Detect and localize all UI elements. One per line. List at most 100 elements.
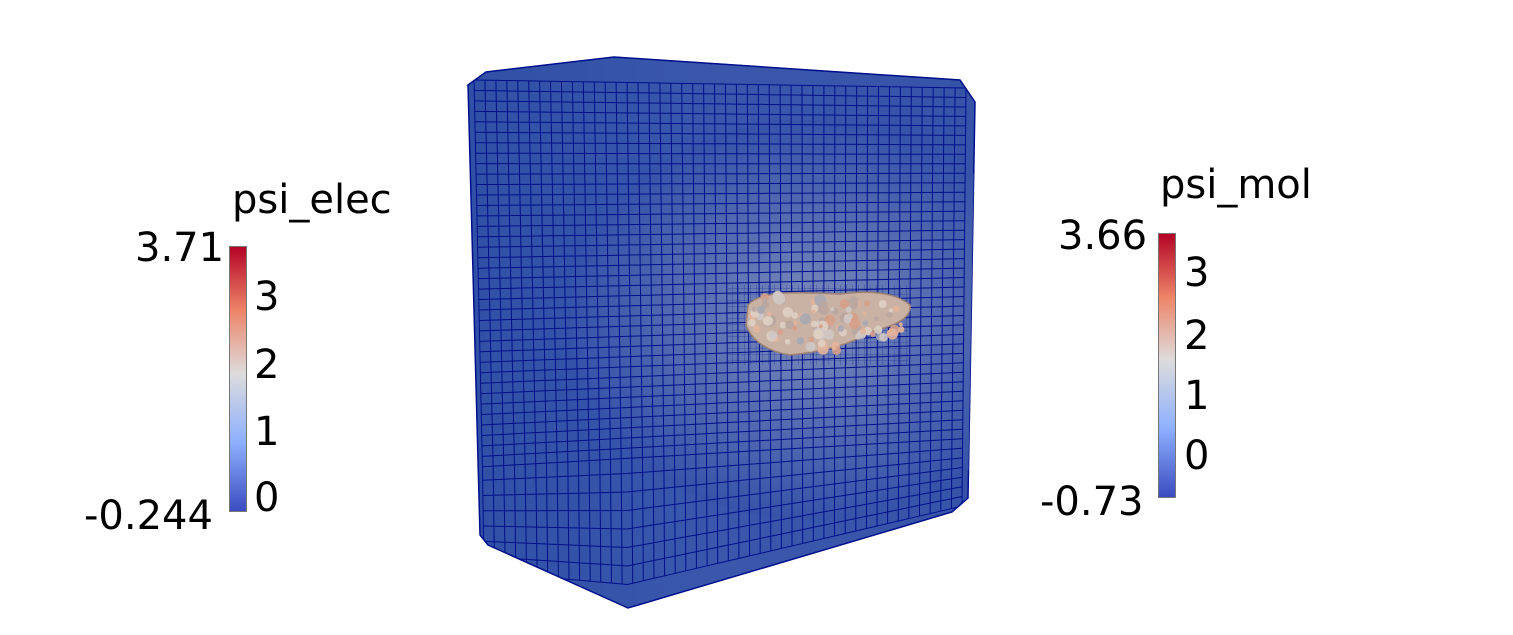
molecule-atom [811,309,816,314]
molecule-atom [811,320,818,328]
mesh-grid-line [482,428,963,457]
molecule-atom [813,329,824,340]
mesh-grid-line [483,505,963,586]
molecule-atom [862,320,869,326]
molecule-atom [879,333,888,342]
molecule-atom [831,345,837,351]
mesh-grid-line [477,229,965,238]
molecule-atom [864,300,871,307]
mesh-grid-line [483,476,963,530]
mesh-grid-line [483,467,963,512]
molecule-atom [768,331,778,341]
molecule-atom [818,324,823,329]
mesh-grid-line [480,362,964,384]
mesh-grid-line [483,486,963,549]
molecule-atom [808,336,815,343]
right-colorbar-tick: 2 [1184,313,1210,359]
molecule-atom [762,317,770,325]
left-colorbar-title: psi_elec [232,177,392,223]
right-colorbar-min: -0.73 [1040,479,1144,525]
mesh-grid-line [474,100,966,108]
molecule-atom [777,329,784,336]
mesh-grid-line [482,438,963,468]
mesh-grid-line [475,142,966,146]
molecule-atom [799,313,811,325]
molecule-atom [791,312,799,319]
molecule-atom [767,311,772,317]
mesh-grid-line [478,267,965,280]
mesh-grid-line [474,110,966,117]
molecule-atom [839,299,849,309]
molecule-atom [845,306,852,313]
mesh-grid-line [477,248,965,259]
left-colorbar-max: 3.71 [135,225,225,271]
mesh-grid-line [478,258,965,269]
molecule-atom [817,339,826,348]
mesh-grid-line [476,182,966,185]
mesh-grid-line [481,419,963,447]
molecule-atom [772,290,784,302]
molecule-atom [849,299,859,310]
right-colorbar-tick: 1 [1184,373,1210,419]
left-colorbar [229,246,247,512]
molecule-atom [862,311,867,316]
molecule-atom [874,325,883,334]
right-colorbar [1158,233,1176,498]
molecule-atom [897,326,905,333]
molecule-surface [745,290,911,356]
molecule-atom [792,325,798,331]
mesh-grid-line [481,400,964,426]
mesh-grid-line [481,409,963,436]
right-colorbar-tick: 3 [1184,250,1210,296]
molecule-atom [830,307,835,312]
left-colorbar-tick: 2 [254,342,280,388]
mesh-grid-line [480,371,964,395]
mesh-grid-line [482,457,963,496]
mesh-grid-line [481,390,964,415]
molecule-atom [824,329,835,340]
mesh-grid-line [482,447,963,481]
mesh-grid-line [478,277,965,290]
molecule-atom [751,307,757,312]
mesh-grid-line [476,191,966,196]
molecule-atom [898,322,903,327]
mesh-grid-line [476,172,966,175]
molecule-atom [779,321,787,329]
molecule-atom [748,319,756,327]
molecule-atom [805,341,816,352]
mesh-grid-line [474,121,966,127]
left-colorbar-tick: 3 [254,274,280,320]
mesh-grid-line [477,220,965,227]
right-colorbar-tick: 0 [1184,433,1210,479]
left-colorbar-tick: 1 [254,409,280,455]
molecule-atom [793,320,798,326]
mesh-grid-line [480,381,964,405]
right-colorbar-title: psi_mol [1160,162,1312,208]
molecule-atom [796,337,805,345]
molecule-atom [893,305,900,312]
molecule-atom [785,320,794,330]
molecule-atom [782,307,793,318]
molecule-atom [886,328,898,340]
molecule-atom [837,325,845,332]
molecule-atom [878,300,887,308]
molecule-atom [762,301,768,307]
molecule-atom [874,316,879,322]
molecule-atom [886,311,893,318]
molecule-atom [819,304,830,315]
left-colorbar-min: -0.244 [84,493,213,539]
mesh-grid-line [473,79,967,89]
mesh-grid-line [475,131,966,136]
right-colorbar-max: 3.66 [1058,213,1148,259]
molecule-atom [756,306,765,315]
molecule-atom [888,308,894,313]
mesh-grid-line [476,201,965,206]
mesh-grid-line [477,239,965,248]
mesh-grid-line [474,90,966,98]
molecule-atom [784,339,791,345]
left-colorbar-tick: 0 [254,475,280,521]
mesh-grid-line [476,210,965,217]
molecule-atom [752,325,761,333]
molecule-atom [870,331,876,337]
